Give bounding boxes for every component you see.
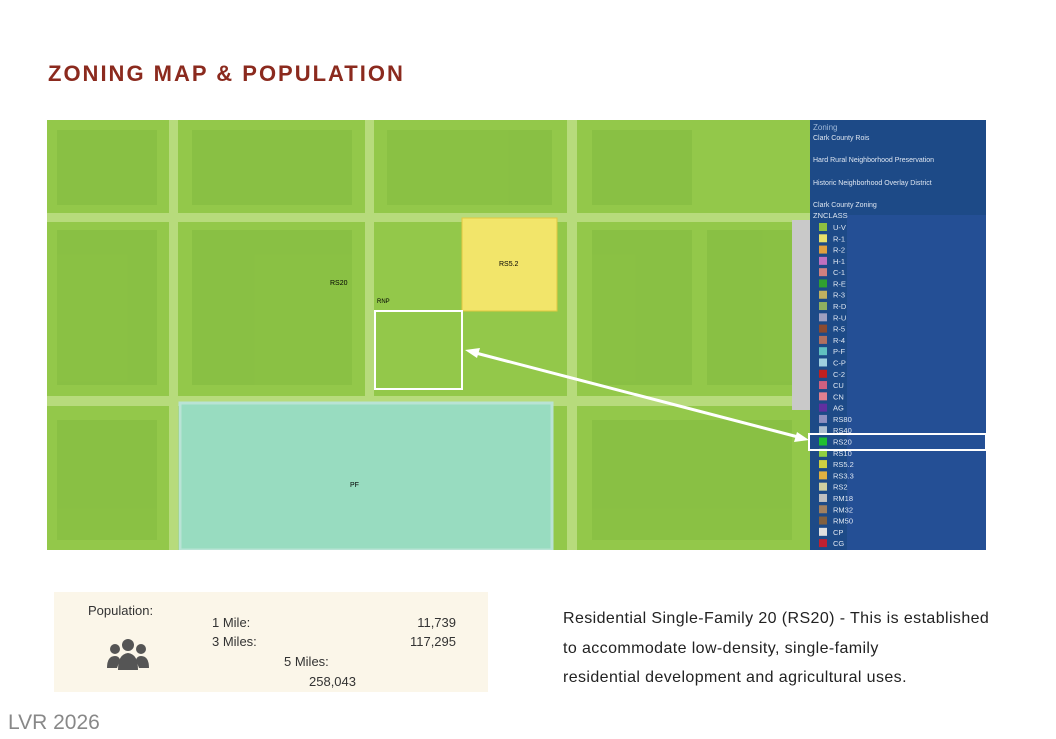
legend-layer: Clark County Zoning: [813, 202, 877, 209]
legend-swatch: [819, 223, 827, 231]
row-value: 11,739: [417, 615, 456, 630]
legend-label: RS2: [833, 483, 848, 492]
legend-swatch: [819, 493, 827, 502]
legend-layer: Clark County Rois: [813, 135, 870, 142]
legend-label: RM50: [833, 517, 853, 526]
legend-label: RS10: [833, 449, 852, 458]
row-label: 1 Mile:: [212, 615, 251, 630]
description: Residential Single-Family 20 (RS20) - Th…: [563, 604, 989, 693]
legend-swatch: [819, 516, 827, 525]
row-value: 258,043: [309, 674, 356, 689]
legend-swatch: [819, 448, 827, 457]
description-line: residential development and agricultural…: [563, 669, 907, 686]
title: ZONING MAP & POPULATION: [48, 61, 405, 86]
legend-class-heading: ZNCLASS: [813, 211, 848, 220]
legend-swatch: [819, 279, 827, 288]
legend-label: H-1: [833, 257, 845, 266]
legend-swatch: [819, 302, 827, 311]
legend-swatch: [819, 505, 827, 514]
legend-label: CG: [833, 539, 844, 548]
legend-swatch: [819, 245, 827, 254]
legend-swatch: [819, 268, 827, 277]
legend-swatch: [819, 358, 827, 367]
legend-label: RS5.2: [833, 460, 854, 469]
legend-swatch: [819, 527, 827, 536]
legend-label: R-U: [833, 313, 846, 322]
legend: Zoning Clark County Rois Hard Rural Neighb…: [813, 123, 934, 548]
legend-label: R-3: [833, 291, 845, 300]
legend-label: R-E: [833, 279, 846, 288]
legend-label: R-1: [833, 234, 845, 243]
population-box: Population: 1 Mile: 11,739 3 Miles: 117,…: [54, 592, 488, 692]
legend-swatch: [819, 381, 827, 390]
legend-swatch: [819, 426, 827, 435]
description-line: Residential Single-Family 20 (RS20) - Th…: [563, 610, 990, 627]
legend-swatch: [819, 290, 827, 299]
legend-swatch: [819, 437, 827, 446]
zoning-map: RS20 RS5.2 RNP PF Zoning Clark County Roi…: [47, 120, 986, 550]
legend-label: CP: [833, 528, 843, 537]
row-label: 3 Miles:: [212, 634, 257, 649]
legend-swatch: [819, 539, 827, 548]
population-heading: Population:: [88, 603, 154, 618]
legend-label: R-2: [833, 246, 845, 255]
legend-label: RM32: [833, 505, 853, 514]
legend-label: R-5: [833, 325, 845, 334]
legend-layer: Historic Neighborhood Overlay District: [813, 180, 932, 187]
legend-swatch: [819, 414, 827, 423]
legend-label: RS3.3: [833, 471, 854, 480]
legend-label: U-V: [833, 223, 846, 232]
legend-label: AG: [833, 404, 844, 413]
legend-swatch: [819, 347, 827, 356]
legend-label: RM18: [833, 494, 853, 503]
legend-label: C-1: [833, 268, 845, 277]
legend-label: C-2: [833, 370, 845, 379]
legend-heading: Zoning: [813, 123, 837, 132]
legend-label: RS40: [833, 426, 852, 435]
legend-label: R-4: [833, 336, 845, 345]
legend-swatch: [819, 256, 827, 265]
legend-label: RS20: [833, 438, 852, 447]
zone-label: RS5.2: [499, 261, 519, 268]
legend-swatch: [819, 324, 827, 333]
legend-swatch: [819, 460, 827, 469]
legend-layer: Hard Rural Neighborhood Preservation: [813, 157, 934, 164]
legend-label: R-D: [833, 302, 847, 311]
row-label: 5 Miles:: [284, 654, 329, 669]
legend-swatch: [819, 482, 827, 491]
legend-swatch: [819, 403, 827, 412]
people-icon: [107, 639, 149, 670]
legend-label: CN: [833, 392, 844, 401]
legend-swatch: [819, 313, 827, 322]
legend-swatch: [819, 369, 827, 378]
description-line: to accommodate low-density, single-famil…: [563, 639, 879, 657]
legend-label: C-P: [833, 358, 846, 367]
legend-label: RS80: [833, 415, 852, 424]
legend-swatch: [819, 471, 827, 480]
legend-label: P-F: [833, 347, 846, 356]
legend-swatch: [819, 392, 827, 401]
legend-label: CU: [833, 381, 844, 390]
zone-label: RS20: [330, 280, 348, 287]
zone-label: RNP: [377, 299, 390, 305]
row-value: 117,295: [409, 634, 456, 649]
zone-label: PF: [350, 482, 359, 489]
watermark: LVR 2026: [8, 711, 100, 734]
legend-swatch: [819, 335, 827, 344]
legend-swatch: [819, 234, 827, 243]
